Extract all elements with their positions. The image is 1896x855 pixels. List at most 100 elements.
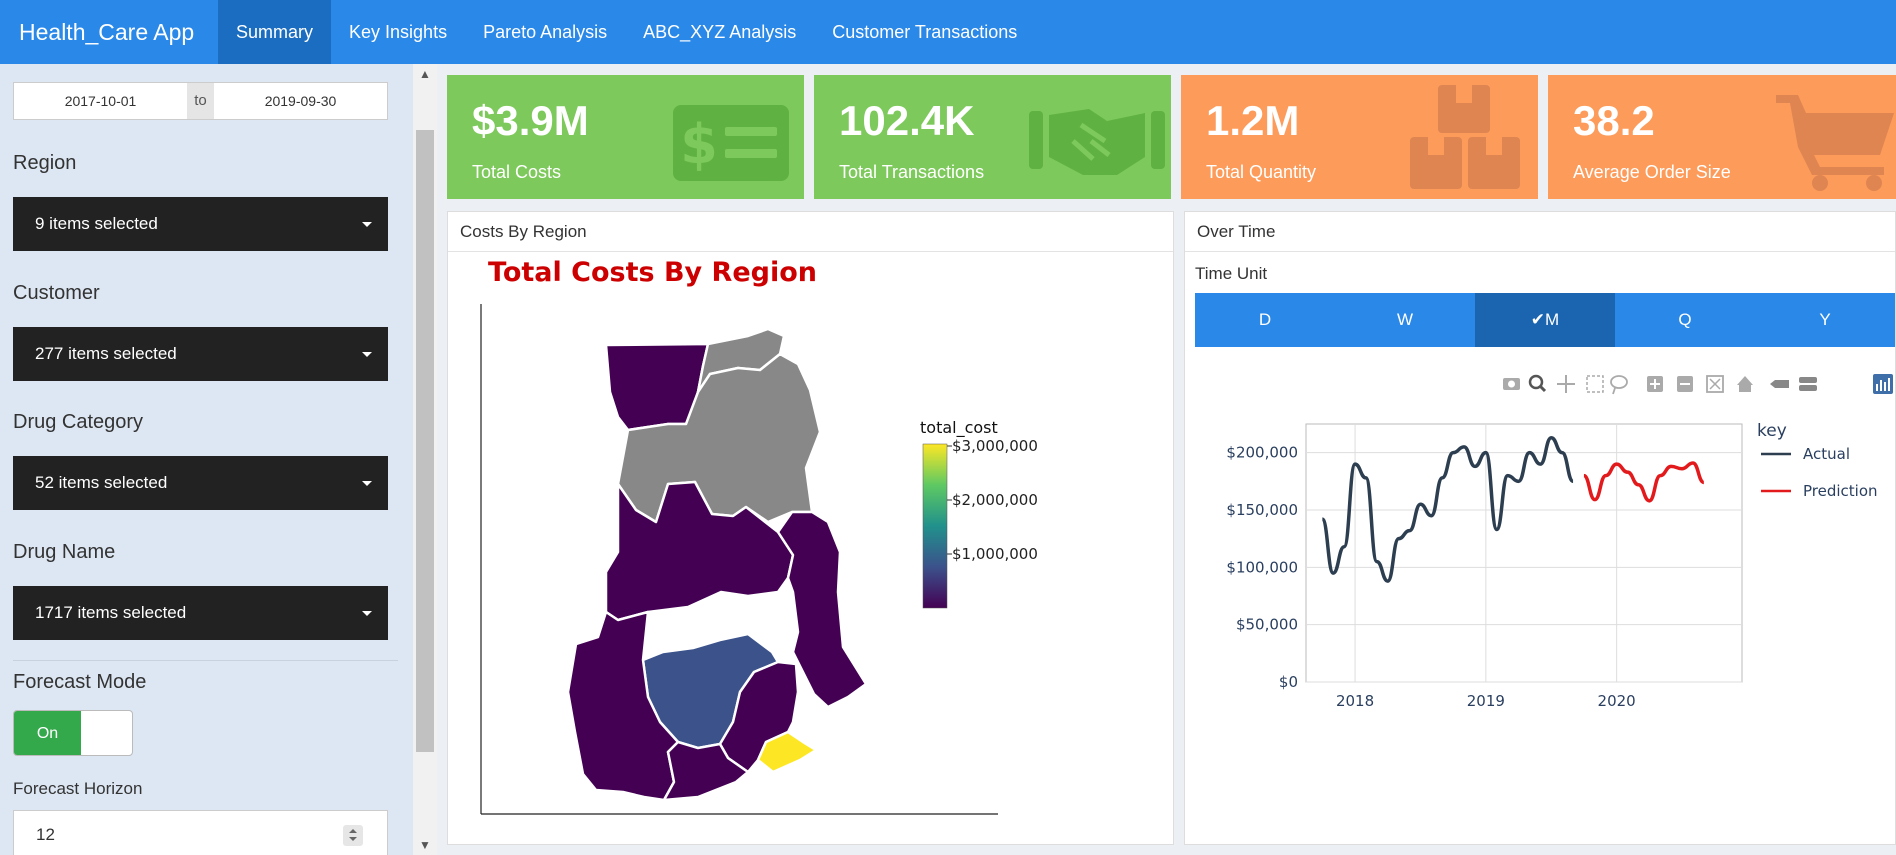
camera-icon[interactable] <box>1503 378 1520 390</box>
scroll-up-icon[interactable]: ▲ <box>419 67 431 81</box>
x-axis-ticks: 2018 2019 2020 <box>1336 692 1636 710</box>
drug-category-picker-value: 52 items selected <box>35 473 168 492</box>
plotly-logo-icon[interactable] <box>1873 374 1893 394</box>
panel-header: Costs By Region <box>448 212 1173 252</box>
unit-button-m[interactable]: ✔M <box>1475 293 1615 347</box>
customer-label: Customer <box>13 282 100 304</box>
scrollbar-thumb[interactable] <box>416 130 434 752</box>
date-start-input[interactable]: 2017-10-01 <box>64 93 137 109</box>
legend-tick: $1,000,000 <box>952 545 1038 563</box>
kpi-label: Average Order Size <box>1573 162 1731 182</box>
autoscale-icon[interactable] <box>1706 375 1724 393</box>
pan-icon[interactable] <box>1557 375 1575 393</box>
unit-button-w[interactable]: W <box>1396 310 1414 329</box>
number-stepper[interactable] <box>343 825 363 846</box>
scroll-down-icon[interactable]: ▼ <box>419 838 431 852</box>
unit-button-q[interactable]: Q <box>1678 310 1692 329</box>
kpi-value: 38.2 <box>1573 97 1655 144</box>
sidebar-divider <box>13 660 398 661</box>
map-axes <box>480 304 998 815</box>
legend-entry-prediction[interactable]: Prediction <box>1803 482 1878 500</box>
kpi-total-transactions: 102.4K Total Transactions <box>814 75 1171 199</box>
region-greater-accra[interactable] <box>756 730 818 774</box>
caret-down-icon <box>362 481 372 486</box>
drug-name-label: Drug Name <box>13 541 116 563</box>
forecast-horizon-label: Forecast Horizon <box>13 779 143 798</box>
caret-down-icon <box>362 352 372 357</box>
chart-series <box>1320 436 1705 583</box>
unit-button-m-label: M <box>1545 310 1560 329</box>
tab-key-insights[interactable]: Key Insights <box>349 22 448 42</box>
x-tick-label: 2018 <box>1336 692 1374 710</box>
tab-pareto-analysis[interactable]: Pareto Analysis <box>483 22 608 42</box>
date-separator: to <box>187 83 214 119</box>
map-title: Total Costs By Region <box>488 257 818 288</box>
toggle-on-label: On <box>14 711 81 755</box>
hover-compare-icon[interactable] <box>1799 377 1817 391</box>
color-legend: total_cost $3,000,000 $2,000,000 $1,000,… <box>920 418 1038 609</box>
tab-abc-xyz-analysis[interactable]: ABC_XYZ Analysis <box>643 22 797 42</box>
zoom-icon[interactable] <box>1528 374 1547 393</box>
lasso-icon[interactable] <box>1610 375 1628 395</box>
spike-lines-icon[interactable] <box>1770 380 1789 388</box>
y-tick-label: $150,000 <box>1226 501 1298 519</box>
money-icon: $ <box>673 105 789 181</box>
kpi-average-order-size: 38.2 Average Order Size <box>1548 75 1896 199</box>
kpi-value: 102.4K <box>839 97 975 144</box>
costs-by-region-panel: Costs By Region Total Costs By Region <box>447 211 1174 845</box>
kpi-label: Total Quantity <box>1206 162 1317 182</box>
over-time-panel: Over Time Time Unit D W ✔M Q Y $200,000 $… <box>1184 211 1896 845</box>
nav-tabs: Summary Key Insights Pareto Analysis ABC… <box>218 0 1035 64</box>
time-unit-label: Time Unit <box>1195 264 1268 283</box>
drug-category-picker[interactable]: 52 items selected <box>13 456 388 510</box>
zoom-in-icon[interactable] <box>1647 376 1663 392</box>
top-navbar: Health_Care App Summary Key Insights Par… <box>0 0 1896 64</box>
time-series-chart: $200,000$150,000$100,000$50,000$0 2018 20… <box>1226 421 1878 710</box>
box-select-icon[interactable] <box>1586 375 1604 393</box>
chart-toolbar <box>1503 374 1893 395</box>
forecast-mode-label: Forecast Mode <box>13 671 147 693</box>
colorbar <box>922 443 948 609</box>
legend-entry-actual[interactable]: Actual <box>1803 445 1850 463</box>
drug-name-picker[interactable]: 1717 items selected <box>13 586 388 640</box>
zoom-out-icon[interactable] <box>1677 376 1693 392</box>
y-tick-label: $100,000 <box>1226 558 1298 576</box>
region-central[interactable] <box>662 740 750 802</box>
unit-button-y[interactable]: Y <box>1819 310 1831 329</box>
date-end-input[interactable]: 2019-09-30 <box>264 93 337 109</box>
kpi-label: Total Transactions <box>839 162 985 182</box>
series-line-prediction[interactable] <box>1583 461 1705 503</box>
handshake-icon <box>1029 109 1165 175</box>
customer-picker[interactable]: 277 items selected <box>13 327 388 381</box>
y-tick-label: $0 <box>1279 673 1298 691</box>
unit-button-d[interactable]: D <box>1258 310 1272 329</box>
caret-down-icon <box>362 611 372 616</box>
x-tick-label: 2019 <box>1467 692 1505 710</box>
x-tick-label: 2020 <box>1598 692 1636 710</box>
legend-title: key <box>1757 421 1787 441</box>
series-line-actual[interactable] <box>1320 436 1575 583</box>
cart-icon <box>1776 95 1894 191</box>
time-unit-selector: D W ✔M Q Y <box>1195 293 1895 347</box>
tab-customer-transactions[interactable]: Customer Transactions <box>832 22 1018 42</box>
y-tick-label: $50,000 <box>1236 616 1298 634</box>
forecast-horizon-input[interactable]: 12 <box>13 810 388 855</box>
tab-summary[interactable]: Summary <box>218 0 332 64</box>
region-picker[interactable]: 9 items selected <box>13 197 388 251</box>
region-label: Region <box>13 152 77 174</box>
check-icon: ✔ <box>1530 310 1546 329</box>
sidebar-scrollbar[interactable]: ▲ ▼ <box>413 64 437 855</box>
region-picker-value: 9 items selected <box>35 214 158 233</box>
home-icon[interactable] <box>1737 376 1753 392</box>
legend-tick: $3,000,000 <box>952 437 1038 455</box>
customer-picker-value: 277 items selected <box>35 344 177 363</box>
app-title[interactable]: Health_Care App <box>19 19 195 45</box>
drug-category-label: Drug Category <box>13 411 144 433</box>
forecast-horizon-value: 12 <box>36 825 55 844</box>
legend-tick: $2,000,000 <box>952 491 1038 509</box>
svg-text:$: $ <box>680 113 718 176</box>
caret-down-icon <box>362 222 372 227</box>
region-volta[interactable] <box>776 510 868 709</box>
forecast-mode-toggle[interactable]: On <box>13 710 133 756</box>
region-choropleth-map: total_cost $3,000,000 $2,000,000 $1,000,… <box>480 304 1038 815</box>
